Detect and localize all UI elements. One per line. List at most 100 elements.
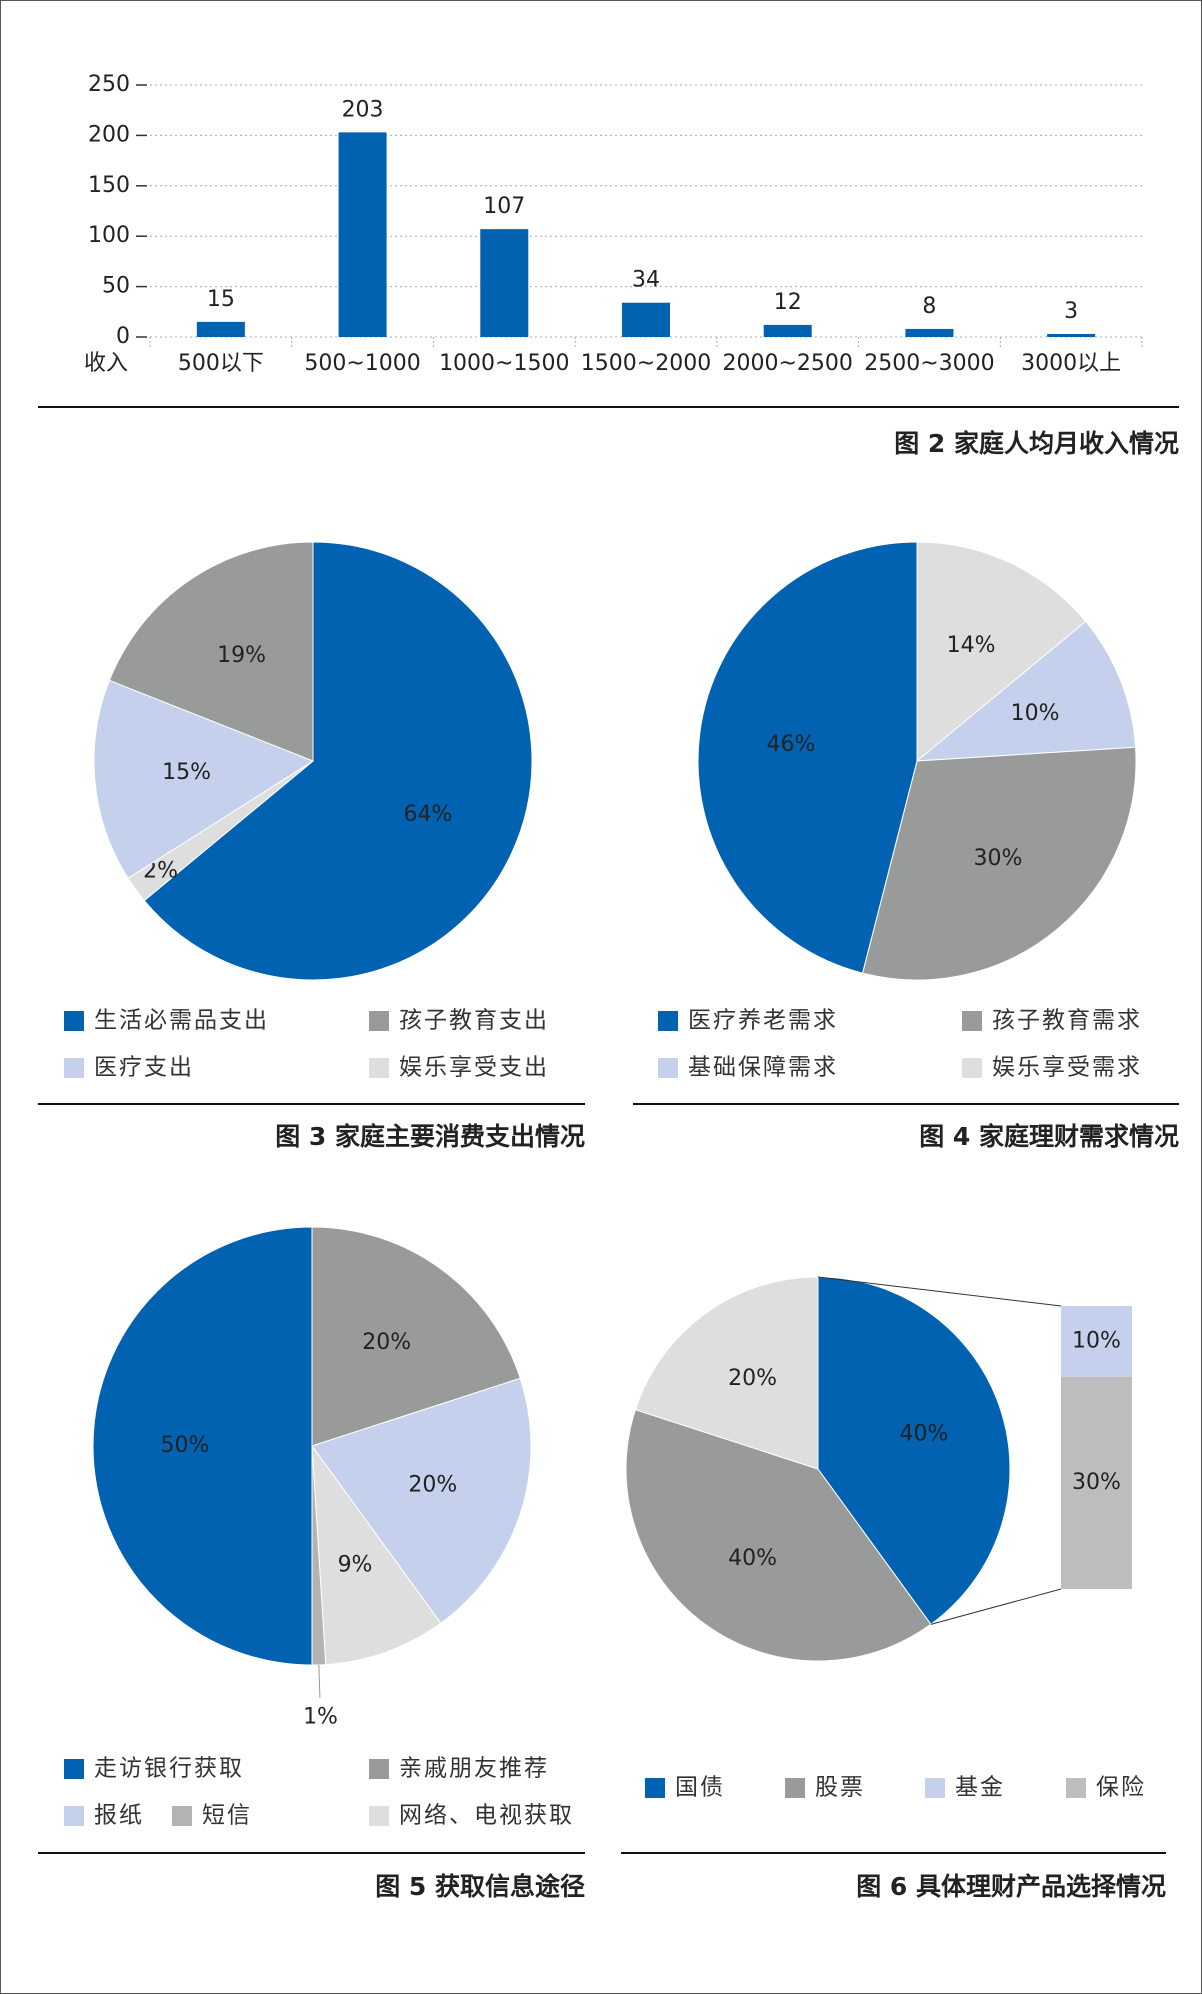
legend-label: 医疗养老需求 — [688, 1008, 838, 1034]
data-label: 1% — [303, 1704, 338, 1729]
legend-swatch — [1066, 1778, 1086, 1798]
pie-slice — [697, 541, 918, 974]
data-label: 15% — [162, 760, 211, 785]
legend-swatch — [64, 1011, 84, 1031]
legend-swatch — [645, 1778, 665, 1798]
legend-label: 娱乐享受需求 — [992, 1055, 1142, 1081]
legend-label: 国债 — [675, 1775, 725, 1801]
connector — [817, 1276, 1062, 1307]
legend-label: 短信 — [202, 1803, 252, 1829]
pie-slice — [93, 679, 315, 880]
legend-label: 孩子教育需求 — [992, 1008, 1142, 1034]
bar — [763, 324, 812, 337]
legend-swatch — [658, 1011, 678, 1031]
legend-swatch — [369, 1011, 389, 1031]
bar — [480, 229, 529, 337]
data-label: 20% — [362, 1330, 411, 1355]
x-tick-label: 2500~3000 — [864, 351, 994, 376]
bar — [622, 302, 670, 337]
pie-slice — [625, 1409, 932, 1662]
y-tick-label: 200 — [88, 122, 130, 147]
legend-label: 基础保障需求 — [688, 1055, 838, 1081]
legend-label: 走访银行获取 — [94, 1756, 244, 1782]
legend-swatch — [369, 1058, 389, 1078]
y-tick-label: 50 — [102, 274, 130, 299]
legend-label: 基金 — [955, 1775, 1005, 1801]
y-tick-label: 0 — [116, 324, 130, 349]
pie-slice — [916, 541, 1087, 763]
legend-label: 报纸 — [94, 1803, 144, 1829]
data-label: 40% — [728, 1546, 777, 1571]
legend-swatch — [64, 1759, 84, 1779]
legend-swatch — [962, 1058, 982, 1078]
bar — [196, 321, 245, 337]
x-tick-label: 500以下 — [178, 351, 264, 376]
data-label: 46% — [767, 732, 816, 757]
data-label: 10% — [1072, 1328, 1121, 1353]
data-label: 8 — [922, 294, 936, 319]
y-tick-label: 250 — [88, 72, 130, 97]
data-label: 20% — [408, 1472, 457, 1497]
y-tick-label: 150 — [88, 173, 130, 198]
x-axis-label: 收入 — [84, 351, 128, 376]
y-tick-label: 100 — [88, 223, 130, 248]
data-label: 19% — [217, 643, 266, 668]
pie-slice — [861, 746, 1137, 981]
legend-swatch — [962, 1011, 982, 1031]
data-label: 9% — [338, 1553, 373, 1578]
legend-label: 网络、电视获取 — [399, 1803, 574, 1829]
legend-swatch — [785, 1778, 805, 1798]
chart-title: 图 6 具体理财产品选择情况 — [856, 1872, 1166, 1901]
data-label: 14% — [947, 633, 996, 658]
chart-title: 图 4 家庭理财需求情况 — [919, 1122, 1179, 1151]
chart-title: 图 2 家庭人均月收入情况 — [894, 429, 1179, 458]
pie-slice — [92, 1226, 313, 1666]
leader-line — [318, 1664, 321, 1698]
bar — [905, 328, 954, 337]
data-label: 34 — [632, 268, 660, 293]
stack-segment — [1061, 1376, 1132, 1589]
data-label: 40% — [899, 1422, 948, 1447]
x-tick-label: 2000~2500 — [723, 351, 853, 376]
legend-label: 股票 — [815, 1775, 865, 1801]
x-tick-label: 3000以上 — [1021, 351, 1121, 376]
legend-swatch — [925, 1778, 945, 1798]
stack-segment — [1061, 1306, 1132, 1377]
data-label: 30% — [1072, 1470, 1121, 1495]
legend-swatch — [64, 1806, 84, 1826]
data-label: 10% — [1011, 701, 1060, 726]
legend-swatch — [172, 1806, 192, 1826]
x-tick-label: 500~1000 — [304, 351, 420, 376]
legend-swatch — [369, 1806, 389, 1826]
data-label: 64% — [403, 802, 452, 827]
pie-slice — [311, 1444, 442, 1666]
bar — [1047, 333, 1096, 337]
data-label: 20% — [728, 1366, 777, 1391]
bar — [338, 132, 387, 337]
pie-slice — [143, 541, 533, 981]
legend-label: 孩子教育支出 — [399, 1008, 549, 1034]
data-label: 3 — [1064, 299, 1078, 324]
x-tick-label: 1500~2000 — [581, 351, 711, 376]
data-label: 30% — [974, 846, 1023, 871]
pie-slice — [634, 1276, 819, 1470]
data-label: 203 — [342, 97, 384, 122]
connector — [930, 1588, 1062, 1625]
legend-label: 医疗支出 — [94, 1055, 194, 1081]
pie-slice — [817, 1276, 1011, 1626]
legend-label: 娱乐享受支出 — [399, 1055, 549, 1081]
chart-title: 图 3 家庭主要消费支出情况 — [275, 1122, 585, 1151]
data-label: 15 — [207, 287, 235, 312]
pie-slice — [915, 620, 1137, 762]
data-label: 107 — [483, 194, 525, 219]
chart-title: 图 5 获取信息途径 — [375, 1872, 585, 1901]
data-label: 12 — [774, 290, 802, 315]
pie-slice — [108, 541, 314, 762]
legend-swatch — [658, 1058, 678, 1078]
legend-swatch — [64, 1058, 84, 1078]
legend-label: 亲戚朋友推荐 — [399, 1756, 549, 1782]
pie-slice — [311, 1377, 532, 1624]
legend-swatch — [369, 1759, 389, 1779]
